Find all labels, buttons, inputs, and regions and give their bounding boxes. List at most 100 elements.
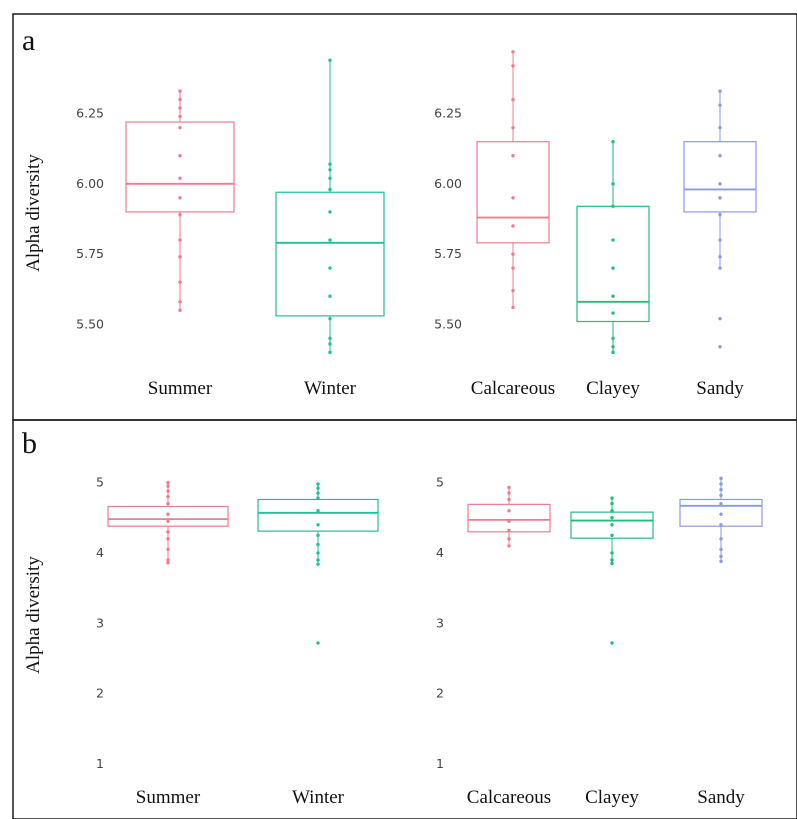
data-point-clayey [611, 204, 615, 209]
data-point-calcareous [511, 288, 515, 293]
box-sandy [683, 141, 757, 213]
data-point-summer [178, 106, 182, 110]
data-point-winter [316, 482, 320, 486]
data-point-sandy [719, 512, 723, 516]
data-point-winter [328, 350, 332, 355]
data-point-summer [166, 519, 170, 523]
data-point-sandy [719, 476, 723, 481]
category-label-calcareous: Calcareous [467, 787, 551, 808]
data-point-calcareous [511, 50, 515, 54]
y-tick-label: 6.25 [76, 106, 104, 121]
data-point-winter [316, 523, 320, 527]
data-point-sandy [719, 537, 723, 541]
data-point-sandy [718, 213, 722, 217]
category-label-calcareous: Calcareous [471, 378, 555, 399]
category-label-clayey: Clayey [585, 787, 639, 808]
data-point-calcareous [511, 252, 515, 256]
data-point-calcareous [507, 528, 511, 533]
data-point-winter [316, 509, 320, 513]
y-tick-label: 3 [436, 615, 444, 630]
panel-b-ylabel: Alpha diversity [23, 556, 44, 674]
data-point-calcareous [511, 224, 515, 228]
data-point-clayey [610, 558, 614, 562]
data-point-sandy [719, 501, 723, 506]
data-point-winter [328, 342, 332, 346]
data-point-winter [328, 187, 332, 192]
data-point-calcareous [511, 125, 515, 130]
data-point-clayey [610, 641, 614, 645]
panel-a-ylabel: Alpha diversity [23, 154, 44, 272]
data-point-clayey [610, 551, 614, 555]
y-tick-label: 6.00 [434, 176, 462, 191]
data-point-summer [166, 494, 170, 499]
panel-a-frame [12, 13, 797, 421]
data-point-winter [328, 176, 332, 180]
data-point-summer [166, 530, 170, 534]
data-point-clayey [610, 533, 614, 538]
panel-b-letter: b [22, 427, 37, 460]
data-point-winter [316, 542, 320, 547]
data-point-clayey [611, 140, 615, 144]
category-label-winter: Winter [292, 787, 345, 808]
y-tick-label: 2 [436, 686, 444, 701]
data-point-clayey [610, 501, 614, 506]
y-tick-label: 4 [436, 545, 444, 560]
data-point-sandy [718, 125, 722, 130]
data-point-winter [328, 162, 332, 166]
data-point-summer [166, 484, 170, 488]
category-label-summer: Summer [136, 787, 201, 808]
category-label-sandy: Sandy [696, 378, 744, 399]
data-point-calcareous [511, 154, 515, 158]
data-point-sandy [719, 487, 723, 492]
data-point-winter [316, 551, 320, 555]
data-point-winter [316, 558, 320, 562]
data-point-sandy [719, 493, 723, 497]
data-point-winter [328, 266, 332, 270]
data-point-summer [178, 238, 182, 242]
data-point-clayey [610, 516, 614, 520]
data-point-clayey [610, 561, 614, 566]
data-point-clayey [611, 311, 615, 315]
data-point-calcareous [507, 491, 511, 495]
box-summer [107, 505, 229, 527]
data-point-sandy [719, 482, 723, 486]
category-label-clayey: Clayey [586, 378, 640, 399]
data-point-winter [316, 533, 320, 538]
data-point-sandy [719, 547, 723, 552]
data-point-clayey [610, 509, 614, 513]
category-label-sandy: Sandy [697, 787, 745, 808]
box-clayey [576, 205, 650, 323]
data-point-summer [166, 537, 170, 541]
data-point-winter [328, 238, 332, 242]
data-point-summer [178, 176, 182, 180]
data-point-summer [178, 154, 182, 158]
data-point-calcareous [511, 64, 515, 68]
data-point-calcareous [507, 497, 511, 502]
data-point-calcareous [511, 196, 515, 200]
data-point-clayey [611, 345, 615, 349]
y-tick-label: 5.50 [434, 316, 462, 331]
box-calcareous [476, 141, 550, 244]
y-tick-label: 5 [96, 475, 104, 490]
data-point-sandy [718, 345, 722, 349]
data-point-summer [166, 561, 170, 565]
data-point-summer [178, 97, 182, 102]
data-point-sandy [718, 154, 722, 158]
data-point-summer [166, 558, 170, 562]
y-tick-label: 5.50 [76, 316, 104, 331]
data-point-sandy [718, 182, 722, 186]
data-point-sandy [718, 255, 722, 259]
boxplot-layer: 5.50 5.75 6.00 6.25 Summer Winter 5.50 5.75 6.00… [76, 50, 763, 808]
y-tick-label: 1 [436, 756, 444, 771]
data-point-winter [328, 58, 332, 62]
data-point-calcareous [507, 537, 511, 541]
data-point-winter [316, 562, 320, 566]
y-tick-label: 5 [436, 475, 444, 490]
y-tick-label: 6.00 [76, 176, 104, 191]
data-point-winter [316, 496, 320, 500]
data-point-sandy [718, 103, 722, 107]
data-point-summer [166, 480, 170, 485]
data-point-calcareous [507, 544, 511, 548]
data-point-summer [178, 213, 182, 217]
